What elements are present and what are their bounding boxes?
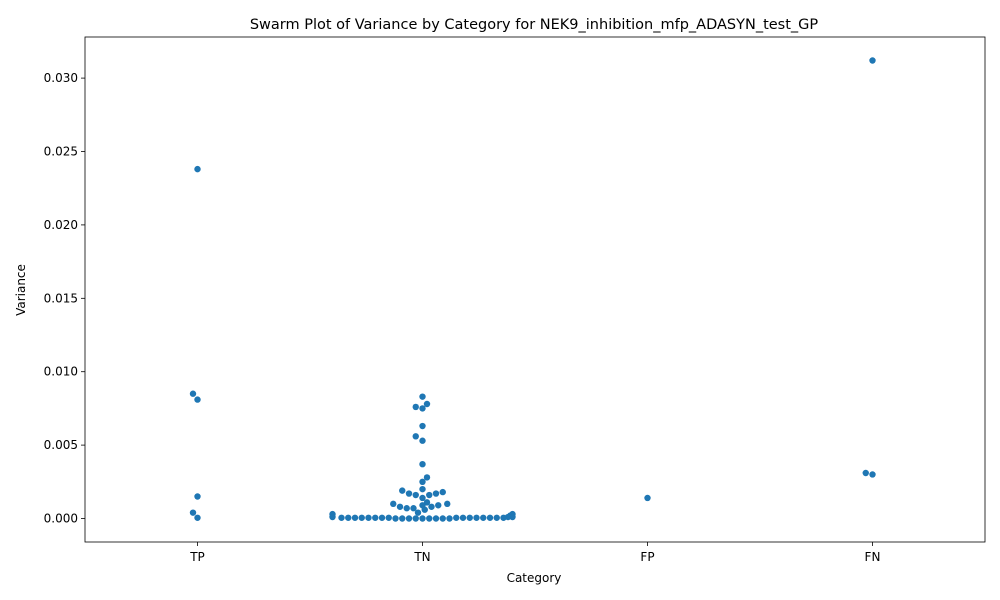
point-tn [493,514,500,521]
point-tn [432,490,440,497]
point-tn [459,514,467,521]
point-tn [480,514,487,521]
point-tn [419,460,426,468]
point-tn [385,514,392,521]
point-tn [392,515,399,522]
point-tn [426,491,433,499]
x-axis-label: Category [507,571,562,585]
point-tn [351,514,359,521]
point-tn [412,403,419,411]
point-tn [439,515,446,522]
x-tick-label-fn: FN [865,550,881,564]
point-tp [194,396,201,403]
point-tn [396,503,404,510]
point-tn [423,474,431,481]
point-tn [453,514,460,521]
point-tn [446,515,453,522]
point-tn [439,488,446,496]
point-tn [419,515,426,522]
chart-title: Swarm Plot of Variance by Category for N… [250,17,819,33]
y-tick-label: 0.015 [44,291,78,305]
point-tn [435,502,442,509]
point-tn [338,514,345,521]
point-tn [405,515,413,522]
point-tn [421,506,428,513]
y-axis-label: Variance [14,264,28,316]
point-tn [423,400,431,408]
point-tn [432,515,440,522]
point-tn [419,485,426,493]
y-tick-label: 0.010 [44,365,78,379]
x-tick-label-tp: TP [189,550,205,564]
point-tn [390,500,397,508]
point-tn [428,503,435,510]
point-tn [372,514,379,521]
point-tn [412,433,419,440]
point-fn [862,469,869,477]
point-tp [194,165,201,173]
point-tn [419,494,426,502]
point-tn [329,513,336,521]
point-tn [399,487,406,494]
point-tn [419,405,426,412]
y-axis: 0.000 0.005 0.010 0.015 0.020 0.025 0.030 [44,71,85,526]
point-tn [426,515,433,522]
point-tn [378,514,386,521]
point-tp [189,509,197,516]
x-axis: TP TN FP FN [189,542,880,564]
point-tn [358,514,365,521]
point-tn [399,515,406,522]
point-tn [345,514,352,521]
point-tn [444,500,451,508]
y-tick-label: 0.000 [44,512,78,526]
y-tick-label: 0.020 [44,218,78,232]
plot-frame [84,36,986,543]
point-tp [194,493,201,500]
point-tn [486,514,494,521]
point-fn [869,57,876,64]
point-fp [644,494,651,502]
point-tn [473,514,480,521]
y-tick-label: 0.005 [44,438,78,452]
point-tn [419,422,426,430]
point-tn [466,514,473,521]
point-tn [419,393,426,400]
x-tick-label-fp: FP [640,550,654,564]
data-points [189,57,876,522]
point-tp [194,514,201,521]
point-tn [405,490,413,497]
point-tn [419,437,426,444]
point-tn [412,515,419,522]
point-fn [869,471,876,478]
point-tn [410,505,417,512]
point-tn [509,513,516,521]
point-tn [419,478,426,486]
point-tn [500,514,507,521]
point-tn [412,491,419,499]
y-tick-label: 0.030 [44,71,78,85]
point-tn [414,509,422,516]
point-tp [189,390,197,397]
point-tn [365,514,372,521]
x-tick-label-tn: TN [413,550,430,564]
point-tn [403,505,410,512]
y-tick-label: 0.025 [44,145,78,159]
